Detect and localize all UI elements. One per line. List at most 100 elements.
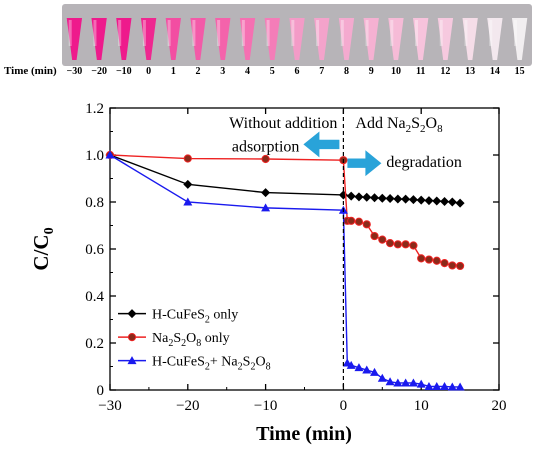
data-point bbox=[183, 154, 192, 163]
vial-liquid bbox=[66, 18, 83, 60]
vial-glare bbox=[266, 20, 270, 46]
vial bbox=[413, 18, 429, 60]
x-tick-label: 20 bbox=[492, 398, 507, 414]
data-point bbox=[385, 239, 395, 248]
data-point bbox=[432, 381, 442, 390]
data-point bbox=[456, 261, 465, 271]
vial-glare bbox=[93, 20, 97, 46]
vial-glare bbox=[390, 20, 394, 46]
data-point bbox=[401, 378, 411, 387]
vial-time: 0 bbox=[146, 66, 151, 77]
vial-glare bbox=[365, 20, 369, 46]
vial bbox=[462, 18, 478, 60]
annotation-add-element: S bbox=[411, 115, 420, 132]
data-point bbox=[385, 377, 395, 386]
vial-liquid bbox=[165, 18, 181, 60]
vial-glare bbox=[464, 20, 468, 46]
vial-glare bbox=[489, 20, 493, 46]
legend-text: H-CuFeS bbox=[152, 308, 205, 323]
y-axis-label-subscript: 0 bbox=[42, 227, 57, 234]
data-point bbox=[261, 188, 271, 198]
data-point bbox=[377, 193, 387, 203]
vial bbox=[264, 18, 280, 60]
vial-time: 6 bbox=[295, 66, 300, 77]
y-tick-label: 0.4 bbox=[85, 289, 104, 305]
arrow-right bbox=[347, 150, 382, 177]
vial bbox=[511, 18, 528, 60]
data-point bbox=[393, 194, 403, 204]
legend-entry: H-CuFeS2 only bbox=[118, 308, 238, 326]
data-point bbox=[424, 381, 434, 390]
vial bbox=[363, 18, 379, 60]
axis-ticks: −30 −20 −10 0 10 20 0 0.2 0.4 0.6 0.8 1.0 1.2 bbox=[85, 101, 506, 414]
data-point bbox=[447, 382, 457, 391]
data-point bbox=[370, 193, 380, 203]
x-tick-label: −30 bbox=[98, 398, 121, 414]
data-point bbox=[440, 381, 450, 390]
data-point bbox=[385, 193, 395, 203]
data-point bbox=[408, 195, 418, 205]
legend-text: + Na bbox=[210, 355, 239, 370]
legend-label: H-CuFeS2+ Na2S2O8 bbox=[152, 355, 271, 373]
data-point bbox=[346, 191, 356, 201]
vial-liquid bbox=[511, 18, 528, 60]
vial-time: 12 bbox=[440, 66, 450, 77]
y-tick-label: 1.2 bbox=[85, 101, 104, 117]
data-point bbox=[105, 150, 115, 159]
vial-liquid bbox=[462, 18, 478, 60]
vial-liquid bbox=[264, 18, 280, 60]
vial bbox=[190, 18, 206, 60]
legend-text: S bbox=[173, 331, 181, 346]
vial-liquid bbox=[413, 18, 429, 60]
vial-time: 3 bbox=[220, 66, 225, 77]
data-point bbox=[440, 259, 449, 268]
vial-glare bbox=[513, 20, 517, 46]
vial-time: 8 bbox=[344, 66, 349, 77]
legend-entry: H-CuFeS2+ Na2S2O8 bbox=[118, 355, 271, 373]
vial-time: −10 bbox=[116, 66, 132, 77]
vial bbox=[165, 18, 181, 60]
y-tick-label: 0 bbox=[97, 383, 105, 399]
vial-liquid bbox=[487, 18, 503, 60]
data-point bbox=[417, 254, 426, 263]
series-layer bbox=[105, 150, 465, 391]
data-point bbox=[370, 231, 379, 241]
vial-glare bbox=[192, 20, 196, 46]
legend-text: O bbox=[255, 355, 265, 370]
vial-time-label: Time (min) bbox=[4, 65, 57, 77]
vial-glare bbox=[291, 20, 295, 46]
legend-subscript: 8 bbox=[196, 338, 201, 349]
x-axis-label: Time (min) bbox=[256, 423, 352, 445]
data-point bbox=[447, 197, 457, 207]
data-point bbox=[440, 197, 450, 207]
x-tick-label: −20 bbox=[176, 398, 199, 414]
vial-time: 7 bbox=[319, 66, 324, 77]
vial bbox=[215, 18, 231, 60]
y-axis-label-main: C/C bbox=[29, 234, 53, 270]
vial bbox=[487, 18, 503, 60]
legend-text: only bbox=[210, 308, 238, 323]
series bbox=[105, 150, 465, 391]
vial bbox=[437, 18, 454, 60]
x-tick-label: 10 bbox=[414, 398, 429, 414]
legend-subscript: 2 bbox=[205, 315, 210, 326]
legend-text: only bbox=[201, 331, 229, 346]
data-point bbox=[347, 216, 356, 225]
vial-time: −30 bbox=[67, 66, 83, 77]
x-tick-label: 0 bbox=[340, 398, 348, 414]
vial-photo bbox=[62, 4, 532, 66]
annotation-degradation: degradation bbox=[386, 154, 462, 171]
data-point bbox=[362, 220, 371, 229]
data-point bbox=[378, 235, 387, 244]
vial-liquid bbox=[437, 18, 454, 60]
legend-text: H-CuFeS bbox=[152, 355, 205, 370]
data-point bbox=[354, 192, 364, 202]
annotation-add-subscript: 2 bbox=[406, 123, 412, 135]
data-point bbox=[261, 203, 271, 212]
vial bbox=[289, 18, 305, 60]
vial-liquid bbox=[239, 18, 256, 60]
